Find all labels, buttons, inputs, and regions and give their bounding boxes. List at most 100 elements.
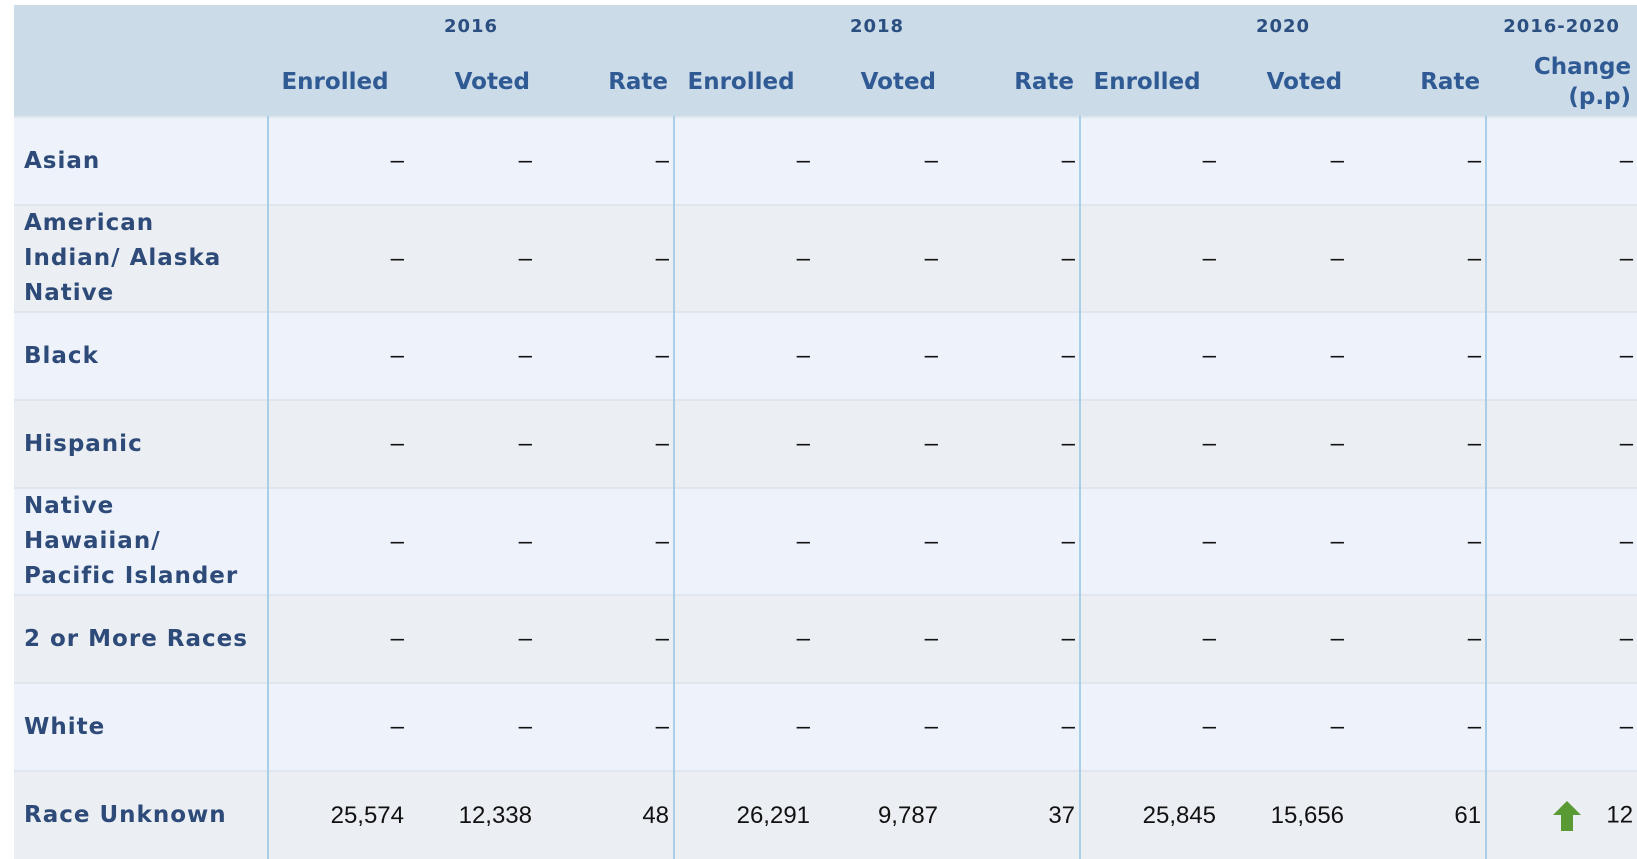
page: 2016 2018 2020 2016-2020 Enrolled Voted Rate En… <box>14 5 1637 859</box>
table-cell: – <box>536 683 674 771</box>
table-cell: – <box>1220 683 1348 771</box>
cell-value: – <box>1619 430 1634 457</box>
table-cell: – <box>408 312 536 400</box>
group-header: 2016-2020 <box>1503 15 1620 37</box>
cell-value: – <box>796 527 811 555</box>
table-cell: – <box>408 683 536 771</box>
table-cell: – <box>1220 400 1348 488</box>
table-cell: – <box>536 312 674 400</box>
row-label: Hispanic <box>24 430 143 457</box>
table-row: Black – – – – – – – – – – <box>14 312 1637 400</box>
column-header: Enrolled <box>281 68 389 95</box>
table-cell: 26,291 <box>673 771 815 859</box>
cell-value: – <box>1202 244 1217 272</box>
table-cell: – <box>1348 488 1486 595</box>
up-arrow-icon <box>1553 800 1582 831</box>
table-cell: – <box>673 595 815 683</box>
cell-value: – <box>655 147 670 174</box>
table-cell: – <box>267 488 408 595</box>
table-cell: – <box>673 117 815 205</box>
cell-value: – <box>1467 244 1482 272</box>
cell-value: – <box>1330 147 1345 174</box>
cell-value: – <box>655 244 670 272</box>
table-cell: – <box>1220 595 1348 683</box>
cell-value: – <box>796 713 811 740</box>
table-cell: – <box>1079 312 1221 400</box>
cell-value: – <box>1330 244 1345 272</box>
table-cell: – <box>814 205 942 312</box>
table-cell: 25,845 <box>1079 771 1221 859</box>
cell-value: – <box>655 527 670 555</box>
cell-value: – <box>1202 430 1217 457</box>
cell-value: – <box>390 430 404 457</box>
cell-value: – <box>1061 430 1076 457</box>
table-cell: – <box>408 117 536 205</box>
cell-value: – <box>518 625 532 652</box>
table-cell: 12,338 <box>408 771 536 859</box>
cell-value: – <box>924 342 939 369</box>
table-cell: – <box>1079 205 1221 312</box>
table-cell: – <box>673 312 815 400</box>
column-header: Voted <box>860 68 937 95</box>
cell-value: – <box>1061 527 1076 555</box>
table-cell: 15,656 <box>1220 771 1348 859</box>
cell-value: – <box>1619 713 1634 740</box>
cell-value: 61 <box>1454 801 1482 829</box>
table-body: Asian – – – – – – – – – – American Indian/ Alaska N… <box>14 117 1637 859</box>
table-row: White – – – – – – – – – – <box>14 683 1637 771</box>
cell-value: – <box>1330 430 1345 457</box>
table-cell: 61 <box>1348 771 1486 859</box>
table-cell: – <box>814 595 942 683</box>
table-cell: – <box>1220 312 1348 400</box>
cell-value: – <box>390 244 404 272</box>
cell-value: – <box>1202 625 1217 652</box>
cell-value: – <box>518 147 532 174</box>
cell-value: – <box>1330 527 1345 555</box>
group-header: 2020 <box>1255 15 1311 37</box>
table-row: Race Unknown 25,574 12,338 48 26,291 9,787 37 2… <box>14 771 1637 859</box>
cell-value: 12 <box>1606 800 1634 828</box>
cell-value: – <box>518 527 532 555</box>
table-cell: – <box>942 312 1080 400</box>
table-header: 2016 2018 2020 2016-2020 Enrolled Voted Rate En… <box>14 5 1637 117</box>
table-cell: – <box>267 595 408 683</box>
cell-value: – <box>518 713 532 740</box>
table-cell: – <box>536 205 674 312</box>
table-cell: – <box>1485 205 1637 312</box>
cell-value: – <box>518 342 532 369</box>
table-cell: – <box>1079 117 1221 205</box>
table-cell: – <box>673 205 815 312</box>
cell-value: – <box>1619 147 1634 174</box>
group-header: 2016 <box>443 15 499 37</box>
cell-value: – <box>924 147 939 174</box>
table-cell: – <box>814 312 942 400</box>
cell-value: – <box>1467 527 1482 555</box>
corner-cell <box>14 47 268 117</box>
table-cell: – <box>1348 595 1486 683</box>
cell-value: – <box>1061 625 1076 652</box>
table-cell: – <box>408 488 536 595</box>
cell-value: 25,574 <box>330 801 404 829</box>
table-cell: – <box>814 117 942 205</box>
cell-value: – <box>655 342 670 369</box>
cell-value: – <box>1619 625 1634 652</box>
column-header: Enrolled <box>1093 68 1201 95</box>
cell-value: – <box>924 430 939 457</box>
cell-value: – <box>796 342 811 369</box>
table-cell: 37 <box>942 771 1080 859</box>
table-cell: 25,574 <box>267 771 408 859</box>
table-cell: – <box>408 400 536 488</box>
cell-value: – <box>1467 625 1482 652</box>
cell-value: – <box>1202 527 1217 555</box>
row-label: Black <box>24 342 99 369</box>
cell-value: – <box>1467 342 1482 369</box>
table-cell: – <box>673 488 815 595</box>
table-cell: – <box>1079 683 1221 771</box>
cell-value: 12,338 <box>458 801 532 829</box>
table-cell: – <box>1485 488 1637 595</box>
row-label: Native Hawaiian/ Pacific Islander <box>24 493 239 589</box>
table-cell: – <box>942 683 1080 771</box>
cell-value: – <box>1202 713 1217 740</box>
table-cell: – <box>267 683 408 771</box>
cell-value: – <box>1202 342 1217 369</box>
